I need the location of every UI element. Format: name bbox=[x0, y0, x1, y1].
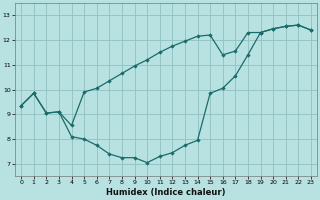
X-axis label: Humidex (Indice chaleur): Humidex (Indice chaleur) bbox=[106, 188, 226, 197]
